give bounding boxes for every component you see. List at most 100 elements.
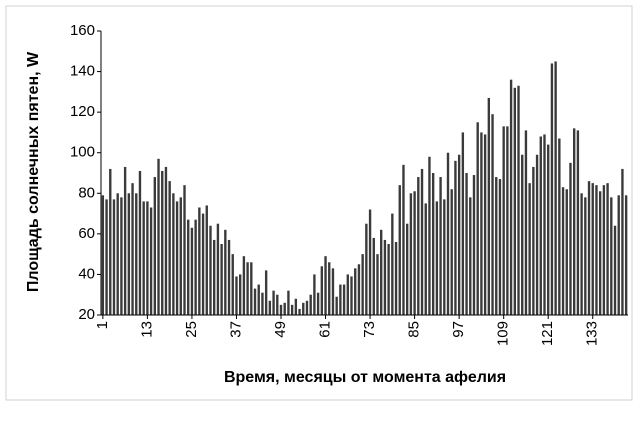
bar <box>164 166 168 315</box>
bar <box>454 160 457 315</box>
bar <box>120 197 123 315</box>
bar <box>613 225 617 315</box>
bar <box>394 241 398 315</box>
bar <box>580 193 583 315</box>
y-tick-label: 40 <box>78 265 95 282</box>
bar <box>175 201 179 315</box>
bar <box>257 284 260 315</box>
bar <box>387 244 390 315</box>
bar <box>565 189 568 315</box>
x-tick-label: 1 <box>94 321 111 329</box>
x-tick-label: 97 <box>450 321 467 338</box>
bar <box>190 227 194 315</box>
bar <box>621 168 624 315</box>
bar <box>361 254 364 315</box>
bar <box>138 170 142 315</box>
y-tick-label: 160 <box>70 22 95 39</box>
bar <box>350 276 353 315</box>
y-tick-label: 60 <box>78 225 95 242</box>
bar <box>172 193 175 315</box>
bar <box>112 199 116 315</box>
bar <box>617 195 620 315</box>
bar <box>550 63 554 316</box>
bar <box>602 185 606 315</box>
bar <box>294 298 298 315</box>
bar <box>498 179 502 315</box>
bar <box>591 183 594 315</box>
bar <box>398 185 401 315</box>
bar <box>227 239 231 315</box>
bar <box>509 79 513 315</box>
bar <box>235 276 238 315</box>
bar <box>457 154 461 315</box>
x-tick-label: 109 <box>495 321 512 346</box>
bar <box>472 175 476 315</box>
bar <box>283 302 286 315</box>
bar <box>450 189 453 315</box>
bar <box>198 207 201 315</box>
bar <box>424 203 427 315</box>
bar <box>242 256 246 315</box>
bar <box>491 114 494 316</box>
bar <box>183 185 186 315</box>
bar <box>587 181 591 315</box>
bar <box>287 290 290 315</box>
bar <box>354 268 357 315</box>
bar <box>101 195 105 315</box>
bar <box>576 130 580 315</box>
bar <box>517 85 520 316</box>
bar <box>298 308 301 315</box>
bar <box>324 256 327 315</box>
bar <box>246 262 249 315</box>
bar <box>569 162 572 315</box>
bar <box>201 213 205 315</box>
bar <box>328 262 331 315</box>
bar <box>465 173 468 315</box>
bar <box>149 207 153 315</box>
bar <box>487 97 491 315</box>
bar <box>365 223 368 315</box>
x-tick-label: 37 <box>227 321 244 338</box>
bar <box>272 290 275 315</box>
bar <box>572 128 576 315</box>
bar <box>561 187 565 315</box>
bar <box>446 152 450 315</box>
bar <box>610 197 613 315</box>
bar <box>194 219 197 315</box>
bar <box>276 294 279 315</box>
bar <box>261 292 264 315</box>
bar <box>405 223 409 315</box>
bar <box>168 181 171 315</box>
bar <box>502 126 505 315</box>
bar <box>205 205 208 315</box>
bar <box>391 213 394 315</box>
x-tick-label: 49 <box>272 321 289 338</box>
bar <box>305 300 309 315</box>
bar <box>554 61 557 315</box>
bar <box>558 138 561 315</box>
y-tick-label: 80 <box>78 184 95 201</box>
bar <box>595 185 598 315</box>
bar <box>146 201 149 315</box>
bar <box>213 239 216 315</box>
y-tick-label: 20 <box>78 306 95 323</box>
bar <box>483 134 487 315</box>
bar <box>528 183 531 315</box>
bar <box>543 134 546 315</box>
bar <box>532 166 535 315</box>
bar <box>606 183 609 315</box>
bar <box>480 132 483 315</box>
y-tick-label: 100 <box>70 144 95 161</box>
y-tick-label: 120 <box>70 103 95 120</box>
bar <box>290 304 294 315</box>
bar <box>435 201 439 315</box>
bar <box>253 288 257 315</box>
bar <box>346 274 349 315</box>
bar <box>209 225 212 315</box>
bar <box>127 193 131 315</box>
bar <box>309 294 312 315</box>
bar <box>495 177 498 315</box>
bar <box>376 254 379 315</box>
bar <box>339 284 342 315</box>
x-tick-label: 61 <box>317 321 334 338</box>
